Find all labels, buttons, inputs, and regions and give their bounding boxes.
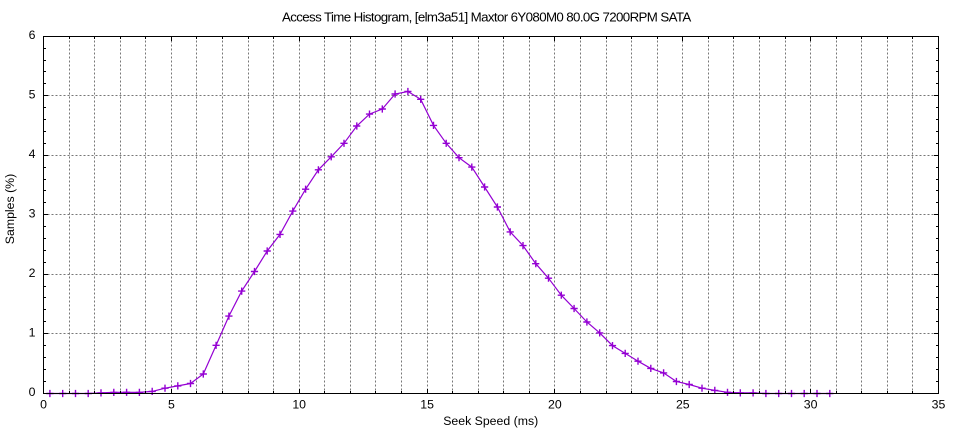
- svg-text:30: 30: [804, 397, 818, 411]
- svg-text:6: 6: [29, 28, 36, 42]
- svg-text:3: 3: [29, 206, 36, 220]
- svg-text:Samples (%): Samples (%): [3, 174, 17, 244]
- svg-text:25: 25: [676, 397, 690, 411]
- svg-text:5: 5: [29, 88, 36, 102]
- svg-text:Access Time Histogram, [elm3a5: Access Time Histogram, [elm3a51] Maxtor …: [282, 10, 691, 25]
- svg-text:20: 20: [548, 397, 562, 411]
- svg-text:2: 2: [29, 266, 36, 280]
- svg-text:10: 10: [292, 397, 306, 411]
- svg-text:1: 1: [29, 325, 36, 339]
- svg-text:Seek Speed (ms): Seek Speed (ms): [443, 414, 538, 428]
- svg-text:0: 0: [40, 397, 47, 411]
- svg-text:0: 0: [29, 385, 36, 399]
- svg-text:15: 15: [420, 397, 434, 411]
- svg-text:4: 4: [29, 147, 36, 161]
- svg-text:35: 35: [932, 397, 946, 411]
- svg-text:5: 5: [168, 397, 175, 411]
